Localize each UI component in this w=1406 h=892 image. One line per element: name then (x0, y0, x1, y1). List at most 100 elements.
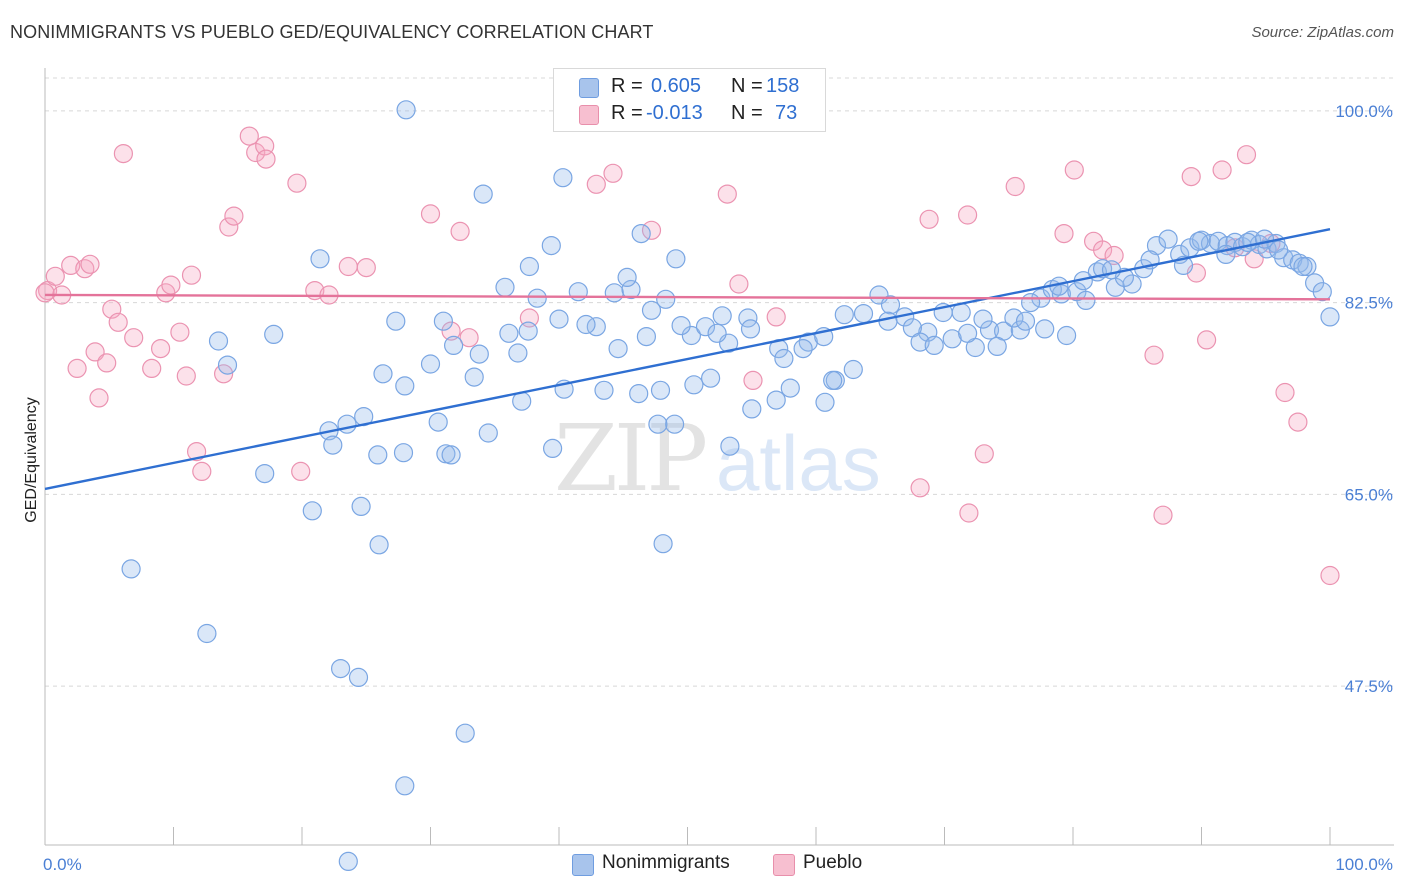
pueblo-point (919, 209, 939, 229)
nonimmigrants-point (631, 224, 651, 244)
nonimmigrants-point (217, 355, 238, 375)
chart-title: NONIMMIGRANTS VS PUEBLO GED/EQUIVALENCY … (10, 22, 654, 42)
nonimmigrants-point (1056, 325, 1077, 346)
pueblo-point (170, 322, 190, 342)
nonimmigrants-point (1189, 231, 1209, 251)
pueblo-point (35, 283, 55, 303)
x-tick-label: 100.0% (1335, 855, 1393, 874)
series-swatch-pink (773, 854, 795, 876)
y-axis-title: GED/Equivalency (23, 397, 40, 522)
nonimmigrants-point (331, 658, 351, 679)
pueblo-point (356, 258, 376, 278)
nonimmigrants-point (666, 249, 686, 269)
pueblo-point (1153, 505, 1173, 525)
nonimmigrants-point (323, 435, 343, 455)
pueblo-point (729, 274, 749, 294)
pueblo-point (151, 339, 171, 359)
pueblo-point (1275, 382, 1295, 403)
pueblo-point (61, 255, 81, 275)
nonimmigrants-trend-line (44, 228, 1331, 491)
nonimmigrants-point (568, 282, 588, 302)
pueblo-point (766, 307, 786, 327)
pueblo-point (113, 144, 134, 164)
pueblo-point (974, 444, 994, 464)
pueblo-point (176, 366, 196, 386)
y-tick-label: 82.5% (1345, 294, 1393, 313)
pueblo-point (89, 388, 109, 408)
pueblo-point (142, 358, 162, 378)
pueblo-point (108, 312, 128, 332)
nonimmigrants-point (648, 414, 668, 434)
nonimmigrants-point (393, 443, 414, 463)
nonimmigrants-point (337, 414, 357, 434)
nonimmigrants-point (774, 348, 794, 369)
legend-r-value: 0.605 (651, 75, 702, 97)
legend-swatch-blue (579, 78, 599, 98)
pueblo-point (459, 328, 479, 348)
nonimmigrants-point (653, 534, 673, 554)
nonimmigrants-point (720, 436, 740, 456)
nonimmigrants-point (793, 339, 813, 359)
nonimmigrants-point (1101, 260, 1122, 280)
nonimmigrants-point (853, 304, 874, 324)
pueblo-point (192, 461, 212, 481)
series-label: Nonimmigrants (602, 852, 730, 873)
pueblo-point (187, 442, 207, 462)
nonimmigrants-point (508, 343, 528, 363)
nonimmigrants-point (695, 317, 716, 337)
nonimmigrants-point (373, 364, 393, 384)
pueblo-point (219, 217, 239, 237)
nonimmigrants-point (636, 327, 657, 347)
y-tick-label: 65.0% (1345, 485, 1393, 504)
nonimmigrants-point (664, 414, 685, 434)
legend-r-value: -0.013 (646, 102, 703, 124)
nonimmigrants-point (629, 384, 649, 404)
pueblo-point (239, 126, 259, 146)
pueblo-point (603, 163, 623, 183)
watermark-atlas: atlas (716, 419, 881, 507)
watermark: ZIP atlas (554, 405, 881, 512)
pueblo-point (45, 266, 65, 286)
pueblo-point (717, 184, 737, 204)
nonimmigrants-point (1293, 256, 1313, 277)
nonimmigrants-point (541, 236, 561, 256)
nonimmigrants-point (208, 331, 229, 351)
legend-swatch-pink (579, 105, 599, 125)
pueblo-point (287, 173, 307, 193)
pueblo-point (124, 328, 144, 348)
nonimmigrants-point (264, 324, 284, 344)
nonimmigrants-point (197, 623, 217, 644)
nonimmigrants-point (742, 399, 762, 419)
pueblo-point (256, 149, 276, 169)
nonimmigrants-point (255, 464, 275, 484)
nonimmigrants-point (1015, 311, 1036, 331)
y-tick-label: 47.5% (1345, 677, 1393, 696)
legend-n-value: 158 (766, 75, 800, 97)
legend-r-label: R = (611, 102, 643, 124)
nonimmigrants-point (542, 438, 563, 458)
nonimmigrants-point (549, 309, 569, 329)
nonimmigrants-point (1146, 236, 1167, 256)
tick-labels: 100.0% 82.5% 65.0% 47.5% 0.0% 100.0% (43, 102, 1393, 874)
nonimmigrants-point (473, 184, 493, 204)
nonimmigrants-point (878, 311, 898, 331)
pueblo-point (67, 358, 87, 378)
legend-n-value: 73 (775, 102, 798, 124)
nonimmigrants-point (499, 323, 519, 343)
nonimmigrants-point (834, 305, 854, 325)
nonimmigrants-point (973, 309, 993, 329)
nonimmigrants-point (957, 323, 978, 343)
nonimmigrants-point (302, 501, 322, 521)
series-swatch-blue (572, 854, 594, 876)
pueblo-point (1181, 167, 1201, 187)
nonimmigrants-point (815, 392, 835, 412)
pueblo-point (97, 353, 117, 373)
nonimmigrants-point (1004, 308, 1024, 328)
legend-row-nonimmigrants: R = 0.605 N = 158 (554, 73, 825, 101)
pueblo-point (743, 370, 763, 390)
nonimmigrants-point (1076, 290, 1096, 310)
pueblo-point (161, 275, 181, 295)
pueblo-point (1092, 240, 1113, 260)
nonimmigrants-point (395, 776, 415, 796)
